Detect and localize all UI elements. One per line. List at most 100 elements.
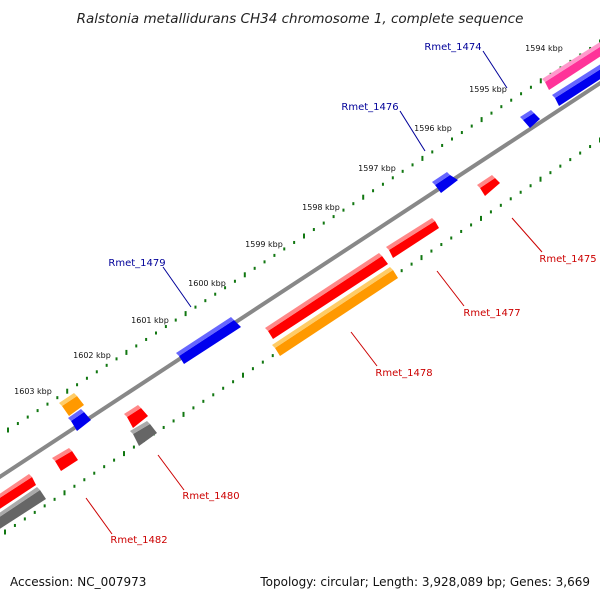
upper-tick-dot (401, 169, 404, 173)
lower-tick-dot (559, 164, 562, 168)
lower-tick-dot (232, 380, 235, 384)
gene-gray-long[interactable] (0, 487, 46, 532)
gene-red-long[interactable] (265, 253, 388, 339)
upper-tick-dot (204, 299, 207, 303)
tick-label-1602: 1602 kbp (73, 351, 111, 360)
upper-tick-dot (470, 124, 473, 128)
upper-tick-dot (490, 111, 493, 115)
upper-tick-dot (184, 311, 187, 317)
gene-label-rmet-1477[interactable]: Rmet_1477 (463, 308, 520, 319)
upper-tick-dot (46, 402, 49, 406)
lower-tick-dot (410, 262, 413, 266)
upper-tick-dot (224, 286, 227, 290)
lower-tick-dot (261, 360, 264, 364)
upper-tick-dot (76, 383, 79, 387)
gene-rmet-1474-blue[interactable] (552, 62, 600, 106)
gene-rmet-1479[interactable] (176, 317, 241, 364)
gene-red-small-2[interactable] (124, 405, 148, 428)
lower-tick-dot (440, 243, 443, 247)
lower-tick-dot (212, 393, 215, 397)
upper-tick-dot (431, 150, 434, 154)
accession-text: Accession: NC_007973 (10, 575, 147, 589)
lower-tick-dot (13, 523, 16, 527)
gene-label-rmet-1482[interactable]: Rmet_1482 (110, 535, 167, 546)
lower-tick-dot (549, 171, 552, 175)
lower-tick-dot (83, 478, 86, 482)
upper-tick-dot (115, 357, 118, 361)
lower-tick-dot (192, 406, 195, 410)
upper-tick-dot (243, 272, 246, 278)
lower-tick-dot (43, 504, 46, 508)
upper-tick-dot (7, 427, 9, 433)
upper-tick-dot (332, 215, 335, 219)
lower-tick-dot (271, 354, 274, 358)
upper-tick-dot (135, 344, 138, 348)
lower-tick-dot (569, 158, 572, 162)
upper-tick-dot (145, 337, 148, 341)
upper-tick-dot (95, 370, 98, 374)
map-title: Ralstonia metallidurans CH34 chromosome … (77, 11, 524, 27)
lower-tick-dot (63, 490, 66, 496)
upper-tick-dot (539, 78, 542, 84)
tick-label-1594: 1594 kbp (525, 44, 563, 53)
gene-rmet-1475[interactable] (477, 175, 500, 196)
upper-tick-dot (214, 292, 217, 296)
gene-blue-small-2[interactable] (68, 409, 91, 431)
upper-tick-dot (362, 194, 365, 200)
lower-tick-dot (579, 151, 582, 155)
gene-orange-small[interactable] (59, 393, 84, 416)
upper-tick-dot (233, 279, 236, 283)
upper-tick-dot (293, 240, 296, 244)
tick-label-1599: 1599 kbp (245, 240, 283, 249)
upper-tick-dot (283, 247, 286, 251)
lower-tick-dot (400, 269, 403, 273)
tick-label-1597: 1597 kbp (358, 164, 396, 173)
lower-tick-dot (123, 451, 125, 457)
upper-tick-dot (460, 131, 463, 135)
upper-tick-dot (303, 233, 305, 239)
gene-rmet-1482[interactable] (0, 474, 36, 512)
tick-label-1596: 1596 kbp (414, 124, 452, 133)
gene-rmet-1478[interactable] (272, 267, 398, 356)
tick-label-1595: 1595 kbp (469, 85, 507, 94)
lower-tick-dot (132, 445, 135, 449)
upper-tick-dot (253, 266, 256, 270)
lower-tick-dot (420, 255, 423, 261)
gene-label-rmet-1476[interactable]: Rmet_1476 (341, 102, 398, 113)
lower-tick-dot (480, 215, 482, 221)
gene-rmet-1477[interactable] (386, 218, 439, 258)
lower-tick-dot (430, 249, 433, 253)
upper-tick-dot (26, 415, 29, 419)
gene-label-rmet-1479[interactable]: Rmet_1479 (108, 258, 165, 269)
label-leader-lines (85, 50, 543, 535)
gene-label-rmet-1480[interactable]: Rmet_1480 (182, 491, 239, 502)
upper-tick-dot (500, 105, 503, 109)
upper-tick-dot (520, 92, 523, 96)
upper-tick-dot (480, 117, 483, 123)
tick-dot-tracks (4, 39, 600, 535)
gene-rmet-1476[interactable] (432, 172, 458, 193)
upper-tick-dot (66, 388, 69, 394)
upper-tick-dot (352, 202, 355, 206)
topology-text: Topology: circular; Length: 3,928,089 bp… (260, 575, 590, 589)
upper-tick-dot (441, 143, 444, 147)
gene-rmet-1474-magenta[interactable] (542, 42, 600, 90)
upper-tick-dot (125, 349, 128, 355)
gene-red-small-3[interactable] (52, 448, 78, 471)
gene-small-blue-1[interactable] (520, 110, 540, 128)
gene-rmet-1480[interactable] (130, 421, 157, 446)
upper-tick-dot (56, 396, 59, 400)
upper-tick-dot (529, 85, 532, 89)
upper-tick-dot (16, 422, 19, 426)
gene-label-rmet-1475[interactable]: Rmet_1475 (539, 254, 596, 265)
upper-tick-dot (322, 221, 325, 225)
gene-label-rmet-1474[interactable]: Rmet_1474 (424, 42, 481, 53)
tick-label-1598: 1598 kbp (302, 203, 340, 212)
genes (0, 42, 600, 532)
upper-tick-dot (381, 182, 384, 186)
upper-tick-dot (510, 98, 513, 102)
upper-tick-dot (312, 228, 315, 232)
gene-label-rmet-1478[interactable]: Rmet_1478 (375, 368, 432, 379)
lower-tick-dot (202, 399, 205, 403)
